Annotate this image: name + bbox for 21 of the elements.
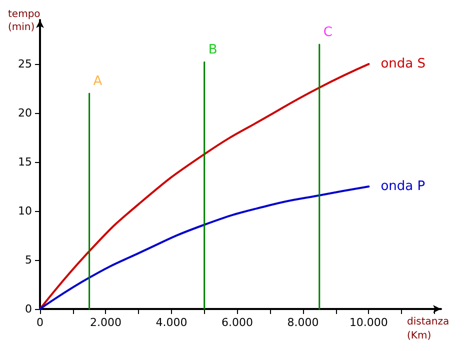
y-axis-title: tempo (min) xyxy=(8,9,44,33)
series-label: A xyxy=(93,74,102,89)
x-tick-label: 10.000 xyxy=(349,316,388,329)
x-tick-label: 4.000 xyxy=(156,316,188,329)
series-label: onda S xyxy=(380,56,426,72)
y-tick-label: 20 xyxy=(18,106,32,120)
x-axis-title: distanza (Km) xyxy=(407,316,452,342)
series-label: C xyxy=(323,24,332,40)
y-tick-label: 10 xyxy=(18,204,32,218)
series-label: onda P xyxy=(380,179,426,194)
y-tick-label: 15 xyxy=(18,156,32,169)
y-tick-label: 5 xyxy=(25,254,32,267)
y-tick-label: 0 xyxy=(25,302,32,316)
y-tick-label: 25 xyxy=(18,58,32,71)
x-tick-label: 6.000 xyxy=(221,316,253,329)
x-tick-label: 0 xyxy=(36,316,44,329)
line-series xyxy=(39,63,370,310)
x-tick-label: 2.000 xyxy=(90,316,122,329)
x-tick-label: 8.000 xyxy=(287,316,319,329)
series-label: B xyxy=(208,42,218,58)
line-series xyxy=(39,186,370,310)
